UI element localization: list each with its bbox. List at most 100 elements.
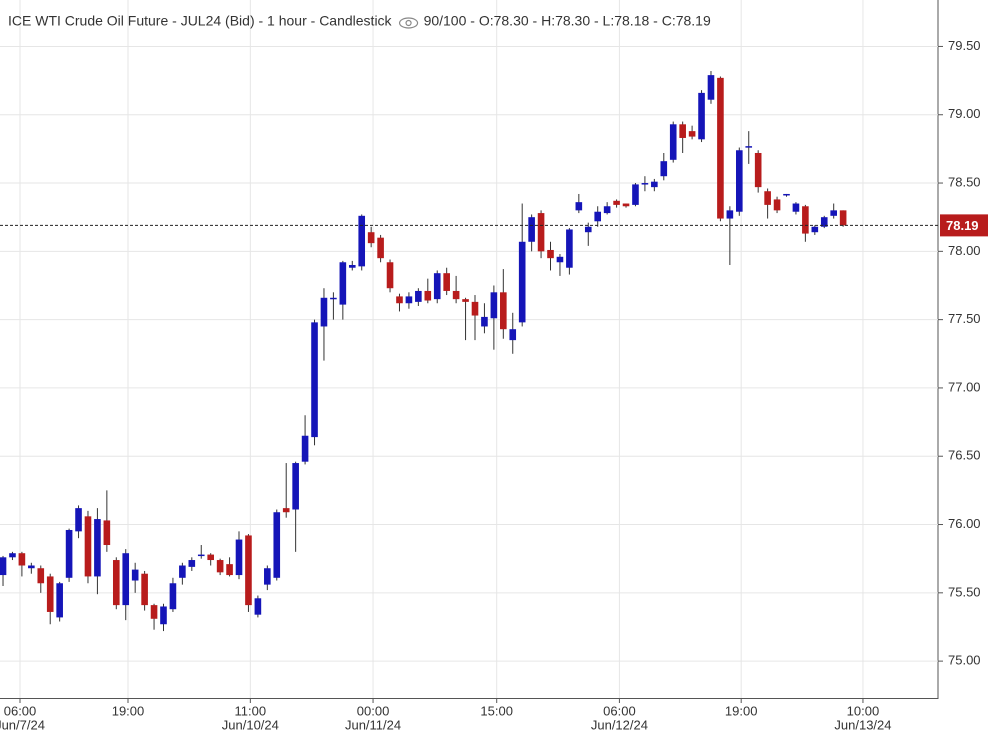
candle-body [575,202,583,211]
candle-body [320,297,328,327]
candle-body [169,583,177,610]
y-tick-label: 76.50 [948,448,981,463]
candle-body [830,210,837,216]
candle-body [84,516,92,577]
x-tick-label: 10:00 [847,703,880,718]
candle-body [518,241,526,323]
eye-icon [398,17,419,29]
candle-body [566,229,573,268]
candle-body [197,554,205,557]
candle-body [717,77,724,219]
candle-body [651,181,658,188]
candle-body [481,316,488,327]
y-tick-label: 78.50 [948,174,981,189]
candle-body [594,211,602,222]
eye-outline [398,17,419,29]
candle-body [367,232,375,244]
candle-body [301,435,309,462]
last-price-box [940,214,988,237]
candle-body [452,290,460,300]
candles [0,71,847,632]
candle-body [386,262,394,289]
candle-body [603,206,611,214]
candle-body [802,206,809,234]
eye-pupil [405,19,412,27]
candle-body [584,226,592,233]
candle-body [509,329,517,341]
y-tick-label: 75.00 [948,653,981,668]
candle-body [405,296,413,304]
candle-body [726,210,734,219]
candle-body [707,75,715,100]
candle-body [75,508,82,532]
candle-body [46,576,54,612]
candle-body [660,161,668,177]
candle-body [839,210,847,226]
candle-body [348,264,356,268]
candle-body [679,124,686,138]
candle-body [820,217,828,227]
candle-body [131,569,139,581]
candle-body [669,124,677,160]
candle-body [216,560,224,573]
candle-body [207,554,214,561]
candle-body [792,203,800,212]
candle-body [254,598,262,615]
candle-body [433,273,441,300]
candle-body [18,553,26,566]
candle-body [500,292,507,330]
candle-body [377,237,384,259]
candle-body [226,564,233,576]
overlay: 78.19 ICE WTI Crude Oil Future - JUL24 (B… [0,13,988,237]
candle-body [556,256,564,263]
candle-body [56,583,63,618]
y-tick-label: 78.00 [948,243,981,258]
candle-body [622,203,630,207]
candle-body [613,200,620,205]
x-tick-date: Jun/7/24 [0,717,45,732]
candle-body [37,568,45,584]
candle-body [443,273,450,291]
y-tick-label: 79.00 [948,106,981,121]
y-tick-label: 77.00 [948,379,981,394]
candle-body [112,560,120,606]
x-tick-label: 19:00 [112,703,145,718]
candle-body [150,605,158,619]
x-tick-label: 19:00 [725,703,758,718]
candle-body [424,290,432,301]
candle-body [0,557,7,576]
y-tick-label: 79.50 [948,38,981,53]
candle-body [745,146,753,148]
candle-body [103,520,111,546]
candle-body [9,553,16,558]
x-tick-label: 15:00 [480,703,513,718]
candle-body [28,565,35,569]
candle-body [632,184,639,205]
candle-body [245,535,252,606]
x-tick-label: 11:00 [235,703,267,718]
candle-body [235,539,243,576]
x-tick-date: Jun/10/24 [222,717,279,732]
candle-body [735,150,743,212]
candle-body [462,299,469,302]
candle-body [471,301,479,316]
y-tick-label: 75.50 [948,584,981,599]
x-tick-date: Jun/12/24 [591,717,648,732]
x-tick-label: 06:00 [4,703,37,718]
x-tick-label: 00:00 [357,703,390,718]
y-tick-label: 76.00 [948,516,981,531]
chart-title: ICE WTI Crude Oil Future - JUL24 (Bid) -… [8,13,393,29]
candle-body [537,213,545,252]
candle-body [547,249,554,259]
candle-body [773,199,781,211]
candle-body [490,292,498,319]
x-tick-date: Jun/13/24 [834,717,891,732]
candle-body [783,193,790,196]
x-tick-label: 06:00 [603,703,636,718]
y-tick-label: 77.50 [948,311,981,326]
candle-body [754,152,762,188]
candle-body [698,92,705,140]
candle-body [311,322,318,438]
candle-body [141,573,148,606]
